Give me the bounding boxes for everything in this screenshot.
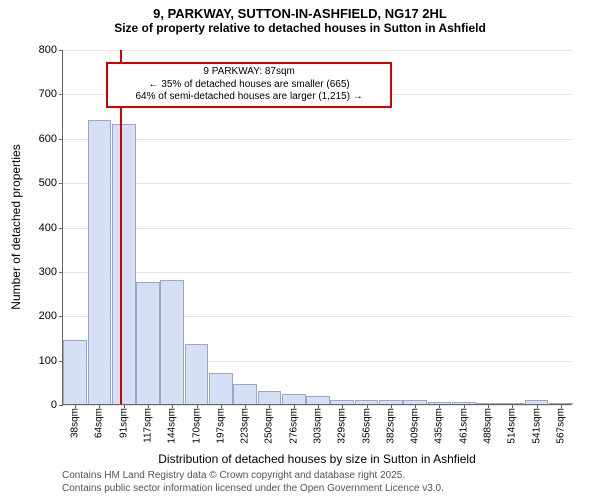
bar: [63, 340, 87, 404]
x-tick-label: 64sqm: [94, 404, 105, 438]
x-axis-label: Distribution of detached houses by size …: [158, 452, 476, 466]
chart-title-line1: 9, PARKWAY, SUTTON-IN-ASHFIELD, NG17 2HL: [0, 0, 600, 21]
y-tick-label: 300: [39, 266, 63, 278]
bar: [282, 394, 306, 404]
x-tick-label: 250sqm: [264, 404, 275, 444]
bar: [258, 391, 282, 404]
y-tick-label: 500: [39, 177, 63, 189]
footer-line2: Contains public sector information licen…: [62, 483, 444, 494]
y-gridline: [63, 228, 572, 229]
chart-title-line2: Size of property relative to detached ho…: [0, 21, 600, 35]
bar: [88, 120, 112, 404]
annotation-line1: 9 PARKWAY: 87sqm: [112, 66, 386, 79]
bar: [136, 282, 160, 404]
x-tick-label: 276sqm: [288, 404, 299, 444]
y-tick-label: 600: [39, 133, 63, 145]
x-tick-label: 303sqm: [313, 404, 324, 444]
y-gridline: [63, 183, 572, 184]
x-tick-label: 223sqm: [240, 404, 251, 444]
y-gridline: [63, 139, 572, 140]
y-tick-label: 800: [39, 44, 63, 56]
x-tick-label: 435sqm: [434, 404, 445, 444]
bar: [233, 384, 257, 404]
y-tick-label: 100: [39, 355, 63, 367]
x-tick-label: 91sqm: [118, 404, 129, 438]
annotation-line2: ← 35% of detached houses are smaller (66…: [112, 79, 386, 92]
y-tick-label: 700: [39, 88, 63, 100]
bar: [209, 373, 233, 404]
annotation-line3: 64% of semi-detached houses are larger (…: [112, 91, 386, 104]
x-tick-label: 567sqm: [555, 404, 566, 444]
x-tick-label: 144sqm: [167, 404, 178, 444]
bar: [306, 396, 330, 404]
plot-area: 010020030040050060070080038sqm64sqm91sqm…: [62, 50, 572, 405]
y-axis-label: Number of detached properties: [9, 144, 23, 309]
y-tick-label: 400: [39, 222, 63, 234]
x-tick-label: 461sqm: [458, 404, 469, 444]
x-tick-label: 382sqm: [385, 404, 396, 444]
x-tick-label: 356sqm: [361, 404, 372, 444]
x-tick-label: 117sqm: [143, 404, 154, 443]
chart-container: 9, PARKWAY, SUTTON-IN-ASHFIELD, NG17 2HL…: [0, 0, 600, 500]
y-gridline: [63, 50, 572, 51]
x-tick-label: 488sqm: [483, 404, 494, 444]
y-gridline: [63, 272, 572, 273]
bar: [160, 280, 184, 404]
y-tick-label: 0: [51, 399, 63, 411]
bar: [185, 344, 209, 404]
x-tick-label: 197sqm: [215, 404, 226, 444]
x-tick-label: 170sqm: [191, 404, 202, 444]
annotation-box: 9 PARKWAY: 87sqm← 35% of detached houses…: [106, 62, 392, 108]
x-tick-label: 329sqm: [337, 404, 348, 444]
footer-line1: Contains HM Land Registry data © Crown c…: [62, 470, 405, 481]
x-tick-label: 38sqm: [70, 404, 81, 438]
bar: [112, 124, 136, 404]
x-tick-label: 514sqm: [507, 404, 518, 444]
y-tick-label: 200: [39, 310, 63, 322]
x-tick-label: 409sqm: [410, 404, 421, 444]
x-tick-label: 541sqm: [531, 404, 542, 444]
